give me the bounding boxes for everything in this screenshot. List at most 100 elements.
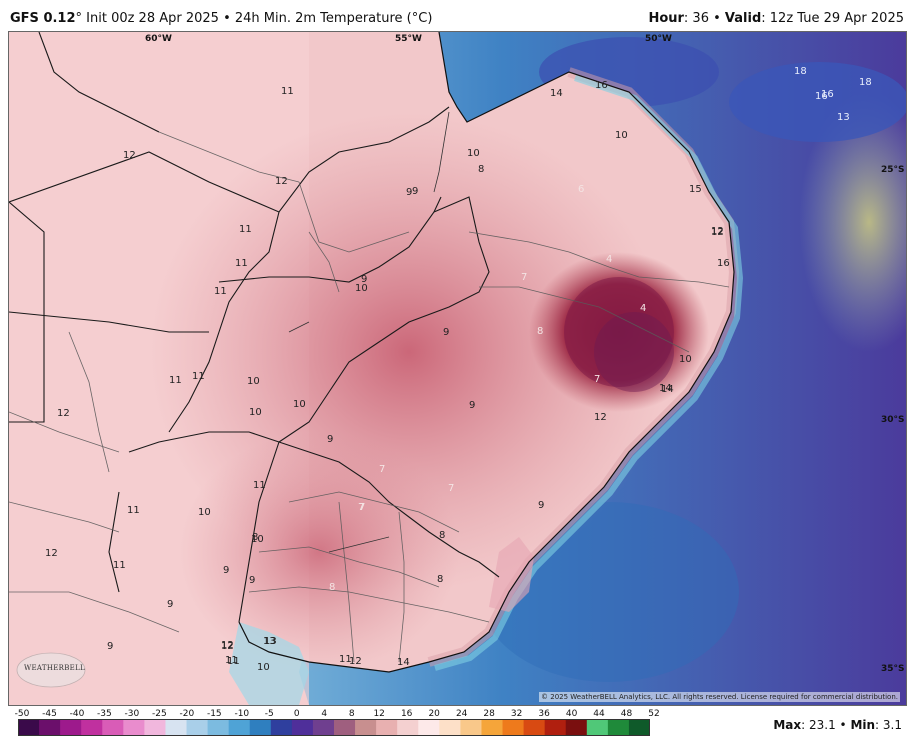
- temp-label: 8: [439, 530, 445, 541]
- temp-label: 9: [249, 575, 255, 586]
- temp-label: 14: [661, 384, 674, 395]
- colorbar-segment: [607, 719, 630, 736]
- temp-label: 12: [45, 548, 58, 559]
- hour-label: Hour: [648, 11, 684, 26]
- temp-label: 11: [239, 224, 252, 235]
- temp-label: 11: [339, 654, 352, 665]
- temperature-map[interactable]: 60°W 55°W 50°W 25°S 30°S 35°S 11 12 12 1…: [8, 31, 907, 706]
- colorbar-segment: [628, 719, 650, 736]
- temp-label: 7: [358, 502, 364, 513]
- temp-label: 11: [227, 656, 240, 667]
- valid-value: : 12z Tue 29 Apr 2025: [761, 11, 904, 26]
- temp-label: 7: [448, 483, 454, 494]
- colorbar-segment: [249, 719, 272, 736]
- colorbar-segment: [18, 719, 40, 736]
- lat-label-25s: 25°S: [881, 165, 905, 175]
- temp-label: 12: [123, 150, 136, 161]
- init-description: ° Init 00z 28 Apr 2025 • 24h Min. 2m Tem…: [75, 11, 433, 26]
- colorbar-segment: [312, 719, 335, 736]
- temp-label: 11: [235, 258, 248, 269]
- colorbar-segment: [291, 719, 314, 736]
- lagoon: [489, 537, 534, 612]
- colorbar-segment: [460, 719, 483, 736]
- colorbar-tick-label: 4: [321, 709, 328, 719]
- colorbar-tick-label: -15: [206, 709, 222, 719]
- colorbar-segment: [144, 719, 167, 736]
- colorbar-segment: [439, 719, 461, 736]
- colorbar-tick-label: 16: [400, 709, 413, 719]
- copyright-notice: © 2025 WeatherBELL Analytics, LLC. All r…: [539, 692, 900, 702]
- temp-label: 14: [397, 657, 410, 668]
- colorbar-tick-label: 0: [293, 709, 300, 719]
- warm-ocean-patch: [799, 92, 906, 352]
- temp-label: 4: [640, 303, 646, 314]
- temp-label: 10: [293, 399, 306, 410]
- temp-label: 10: [198, 507, 211, 518]
- colorbar-segment: [102, 719, 124, 736]
- temp-label: 9: [167, 599, 173, 610]
- temp-label: 8: [478, 164, 484, 175]
- map-title: GFS 0.12° Init 00z 28 Apr 2025 • 24h Min…: [10, 11, 432, 26]
- temp-label: 10: [251, 534, 264, 545]
- rio-de-la-plata: [229, 622, 309, 705]
- temp-label: 10: [355, 283, 368, 294]
- colorbar-segment: [207, 719, 230, 736]
- colorbar-tick-label: -35: [97, 709, 112, 719]
- temp-label: 9: [538, 500, 544, 511]
- temp-label: 13: [264, 636, 277, 647]
- temp-label: 10: [615, 130, 628, 141]
- temp-label: 9: [361, 274, 367, 285]
- max-label: Max: [773, 718, 802, 732]
- temp-label: 7: [521, 272, 527, 283]
- temp-label: 9: [406, 187, 412, 198]
- temp-label: 18: [794, 66, 807, 77]
- temp-label: 13: [263, 636, 276, 647]
- lon-label-60w: 60°W: [145, 34, 172, 44]
- colorbar-segment: [397, 719, 419, 736]
- colorbar-segment: [165, 719, 188, 736]
- temp-label: 9: [107, 641, 113, 652]
- temp-label: 10: [467, 148, 480, 159]
- temp-label: 15: [689, 184, 702, 195]
- temp-label: 9: [412, 186, 418, 197]
- coastline: [238, 32, 735, 673]
- temp-label: 9: [443, 327, 449, 338]
- temp-label: 18: [859, 77, 872, 88]
- colorbar-segment: [418, 719, 440, 736]
- colorbar-border: [18, 719, 650, 736]
- colorbar-segment: [270, 719, 293, 736]
- temp-label: 12: [57, 408, 70, 419]
- temp-label: 11: [113, 560, 126, 571]
- temp-label: 16: [717, 258, 730, 269]
- max-min-stats: Max: 23.1 • Min: 3.1: [773, 718, 902, 732]
- max-value: : 23.1 •: [801, 718, 851, 732]
- colorbar-tick-label: -10: [234, 709, 250, 719]
- colorbar-tick-label: -50: [14, 709, 30, 719]
- colorbar-tick-label: 44: [593, 709, 605, 719]
- hour-value: : 36 •: [683, 11, 725, 26]
- temp-label: 12: [594, 412, 607, 423]
- colorbar-segment: [502, 719, 525, 736]
- temp-label: 14: [659, 383, 672, 394]
- colorbar-tick-label: -45: [42, 709, 57, 719]
- temp-label: 7: [379, 464, 385, 475]
- temp-label: 8: [437, 574, 443, 585]
- colorbar-segment: [39, 719, 61, 736]
- temp-label: 16: [815, 91, 828, 102]
- model-name: GFS 0.12: [10, 11, 76, 26]
- colorbar: [18, 719, 650, 736]
- colorbar-tick-label: 28: [483, 709, 495, 719]
- colorbar-tick-label: -40: [69, 709, 85, 719]
- temp-label: 16: [821, 89, 834, 100]
- colorbar-segment: [586, 719, 609, 736]
- temp-label: 8: [329, 582, 335, 593]
- temp-label: 10: [247, 376, 260, 387]
- lat-label-35s: 35°S: [881, 664, 905, 674]
- colorbar-tick-label: 48: [620, 709, 633, 719]
- temp-label: 13: [837, 112, 850, 123]
- colorbar-segment: [355, 719, 377, 736]
- lat-label-30s: 30°S: [881, 415, 905, 425]
- temp-label: 7: [359, 502, 365, 513]
- temp-label: 10: [257, 662, 270, 673]
- temp-label: 11: [214, 286, 227, 297]
